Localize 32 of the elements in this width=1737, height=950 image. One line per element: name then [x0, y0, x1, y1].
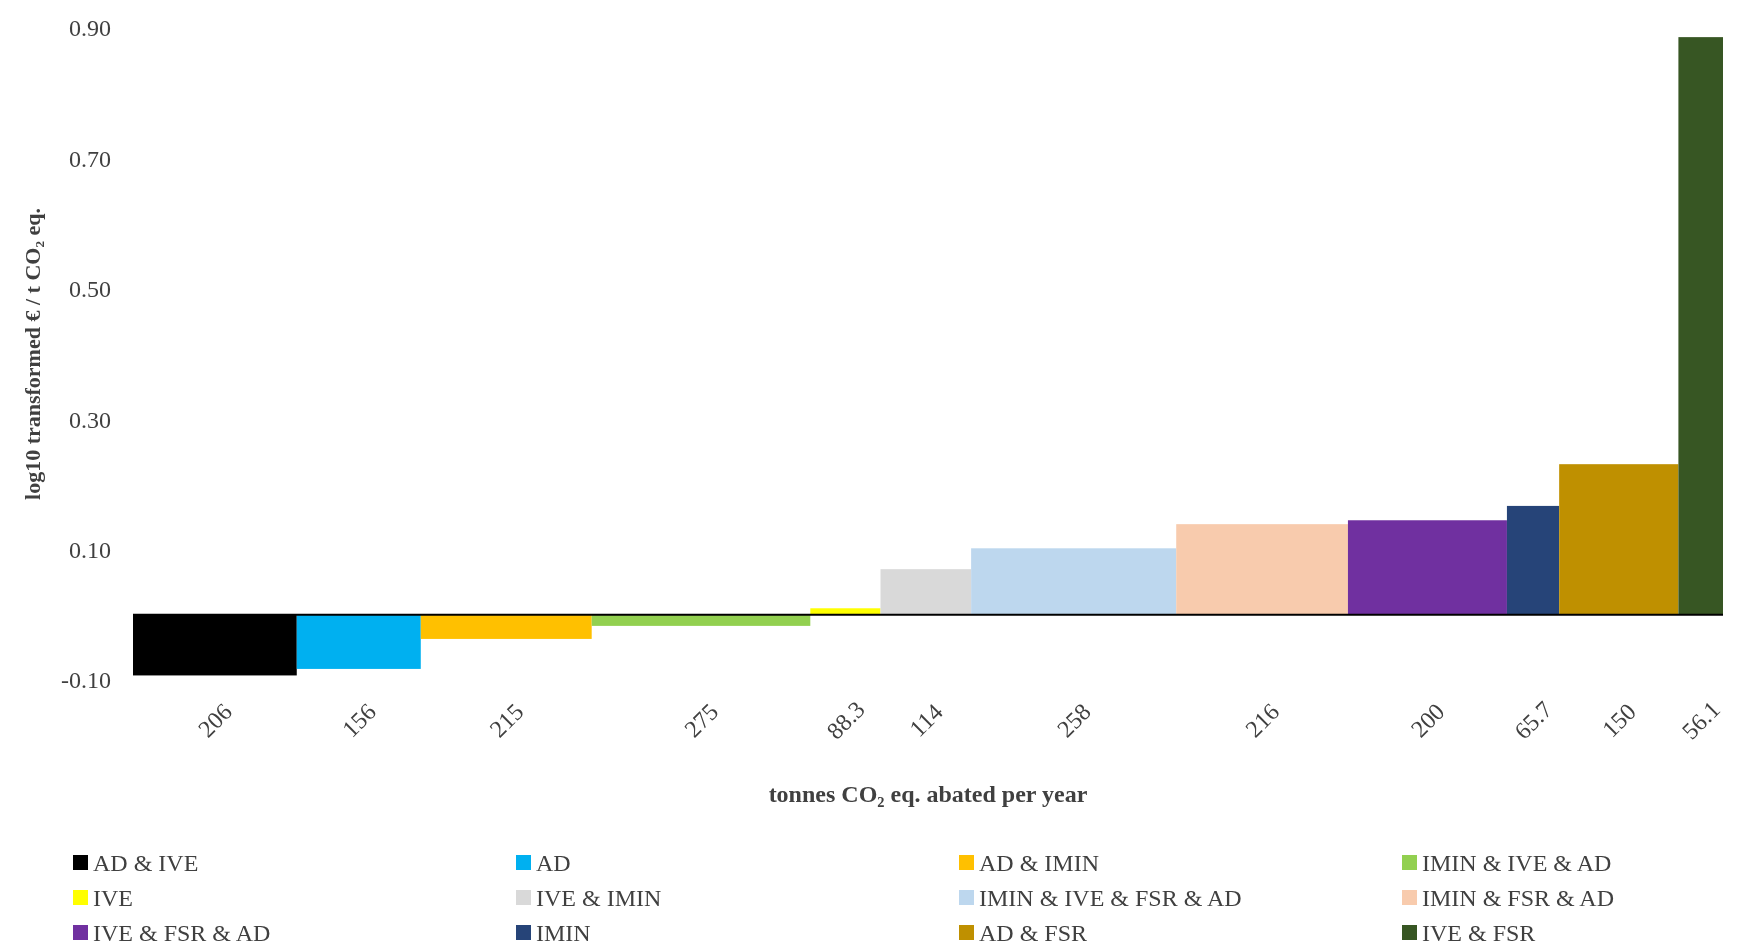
x-tick-label: 56.1 [1676, 696, 1726, 745]
y-tick-label: -0.10 [61, 667, 111, 694]
x-tick-label: 200 [1405, 698, 1450, 743]
y-tick-label: 0.70 [69, 145, 111, 172]
legend-label: IVE & IMIN [536, 885, 662, 912]
x-tick-label: 275 [679, 698, 724, 743]
x-tick-label: 114 [904, 698, 948, 742]
x-axis-title: tonnes CO₂ eq. abated per year [768, 781, 1088, 807]
legend-label: IVE & FSR [1422, 920, 1536, 947]
x-tick-label: 216 [1240, 698, 1285, 743]
y-axis-title: log10 transformed € / t CO₂ eq. [20, 208, 45, 500]
x-tick-label: 215 [484, 698, 529, 743]
legend-label: AD & FSR [979, 920, 1088, 947]
legend-label: IMIN [536, 920, 591, 947]
legend-label: IVE & FSR & AD [93, 920, 271, 947]
y-tick-label: 0.30 [69, 406, 111, 433]
legend-label: AD & IVE [93, 850, 199, 877]
x-tick-label: 258 [1052, 698, 1096, 743]
x-tick-label: 88.3 [821, 696, 870, 745]
legend-label: IMIN & FSR & AD [1422, 885, 1615, 912]
legend-label: AD & IMIN [979, 850, 1099, 877]
y-tick-label: 0.50 [69, 276, 111, 303]
x-tick-label: 206 [193, 698, 238, 743]
legend-label: AD [536, 850, 571, 877]
x-tick-label: 65.7 [1509, 696, 1558, 745]
legend-label: IMIN & IVE & FSR & AD [979, 885, 1242, 912]
y-tick-label: 0.10 [69, 537, 111, 563]
x-tick-label: 156 [337, 698, 381, 743]
legend-label: IVE [93, 885, 133, 912]
legend-label: IMIN & IVE & AD [1422, 850, 1612, 877]
y-tick-label: 0.90 [69, 15, 111, 42]
x-tick-label: 150 [1597, 698, 1641, 743]
